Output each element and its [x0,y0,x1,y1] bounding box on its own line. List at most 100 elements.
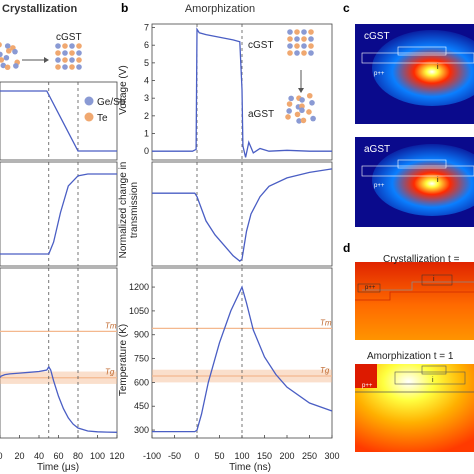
xtick-label: 0 [0,451,3,461]
heatmap-cgst-doping: p++ [374,71,385,77]
xtick-label: 60 [53,451,63,461]
ytick-label-voltage: 1 [144,129,149,139]
lattice-atom [301,29,307,35]
amorphous-lattice-icon [0,42,20,71]
lattice-atom [287,43,293,49]
ytick-label-temperature: 600 [134,377,149,387]
lattice-atom [301,36,307,42]
xtick-label: 100 [234,451,249,461]
ytick-label-temperature: 1200 [129,282,149,292]
ylabel-voltage: Voltage (V) [118,65,129,114]
series-line-temperature [152,285,333,433]
heatmap-agst-label: aGST [364,144,390,155]
xtick-label: 250 [302,451,317,461]
lattice-atom [0,62,7,69]
xtick-label: 50 [214,451,224,461]
lattice-atom [55,43,61,49]
series-line-voltage [0,90,117,152]
xtick-label: 300 [324,451,339,461]
lattice-atom [76,64,82,70]
series-line-transmission [152,168,333,262]
panel-b-title: Amorphization [185,3,255,15]
band-label-Tg: Tg [105,368,115,377]
lattice-atom [287,36,293,42]
panel-b-state-bottom: aGST [248,109,274,120]
heatmap-cgst: cGST p++ i [355,24,474,124]
xtick-label: -50 [168,451,181,461]
crystal-lattice-icon [287,29,314,56]
band-label-Tm: Tm [320,318,332,327]
lattice-atom [310,115,316,122]
xtick-label: 100 [90,451,105,461]
lattice-atom [286,101,293,107]
plot-frame-transmission [0,161,118,267]
amorphous-lattice-icon [285,92,316,124]
ytick-label-temperature: 300 [134,425,149,435]
lattice-atom [69,50,75,56]
lattice-atom [76,50,82,56]
ylabel-transmission-line1: Normalized change in [118,162,129,259]
lattice-atom [76,57,82,63]
lattice-atom [288,95,294,102]
heatmap-crystallization-doping: p++ [365,285,376,291]
lattice-atom [62,57,68,63]
ytick-label-voltage: 2 [144,111,149,121]
lattice-atom [294,111,301,118]
lattice-atom [285,114,291,120]
xtick-label: 0 [194,451,199,461]
lattice-atom [62,50,68,56]
lattice-atom [55,64,61,70]
heatmap-crystallization-label: Crystallization t = [383,254,460,265]
legend-label-te: Te [97,113,108,124]
plot-frame-temperature [0,267,118,439]
lattice-atom [69,43,75,49]
lattice-atom [55,50,61,56]
lattice-atom [3,54,10,61]
ytick-label-voltage: 4 [144,76,149,86]
lattice-atom [4,64,11,71]
ylabel-transmission-line2: transmission [129,182,140,238]
lattice-atom [306,109,312,115]
ytick-label-temperature: 1050 [129,306,149,316]
lattice-atom [294,29,300,35]
lattice-atom [301,43,307,49]
lattice-atom [69,64,75,70]
lattice-atom [294,50,300,56]
legend-label-gesb: Ge/Sb [97,97,126,108]
heatmap-amorphization-core: i [432,377,434,384]
panel-a-xlabel: Time (μs) [37,462,79,473]
lattice-atom [296,118,302,124]
crystal-lattice-icon [55,43,82,70]
lattice-atom [308,36,314,42]
xtick-label: 40 [34,451,44,461]
lattice-atom [0,57,5,63]
series-line-transmission [0,173,117,255]
ylabel-temperature: Temperature (K) [118,324,129,396]
ytick-label-temperature: 750 [134,354,149,364]
lattice-atom [299,97,305,103]
panel-d-letter: d [343,241,350,255]
band-label-Tg: Tg [320,366,330,375]
heatmap-crystallization: Crystallization t = p++ i [355,254,474,340]
heatmap-agst: aGST p++ i [355,137,474,227]
lattice-atom [308,29,314,35]
ytick-label-voltage: 7 [144,23,149,33]
heatmap-cgst-label: cGST [364,31,390,42]
xtick-label: 120 [109,451,124,461]
arrow-right-icon [22,57,49,63]
lattice-atom [308,43,314,49]
panel-c-letter: c [343,1,350,15]
panel-a-title: Crystallization [2,3,77,15]
heatmap-amorphization-label: Amorphization t = 1 [367,351,454,362]
heatmap-crystallization-core: i [433,276,435,283]
plot-frame-transmission [151,161,333,267]
lattice-atom [300,117,307,124]
lattice-atom [286,108,292,114]
legend-dot-te [84,112,94,122]
lattice-atom [301,50,307,56]
lattice-atom [294,43,300,49]
xtick-label: 80 [73,451,83,461]
heatmap-agst-core: i [437,177,439,184]
lattice-atom [4,43,11,49]
